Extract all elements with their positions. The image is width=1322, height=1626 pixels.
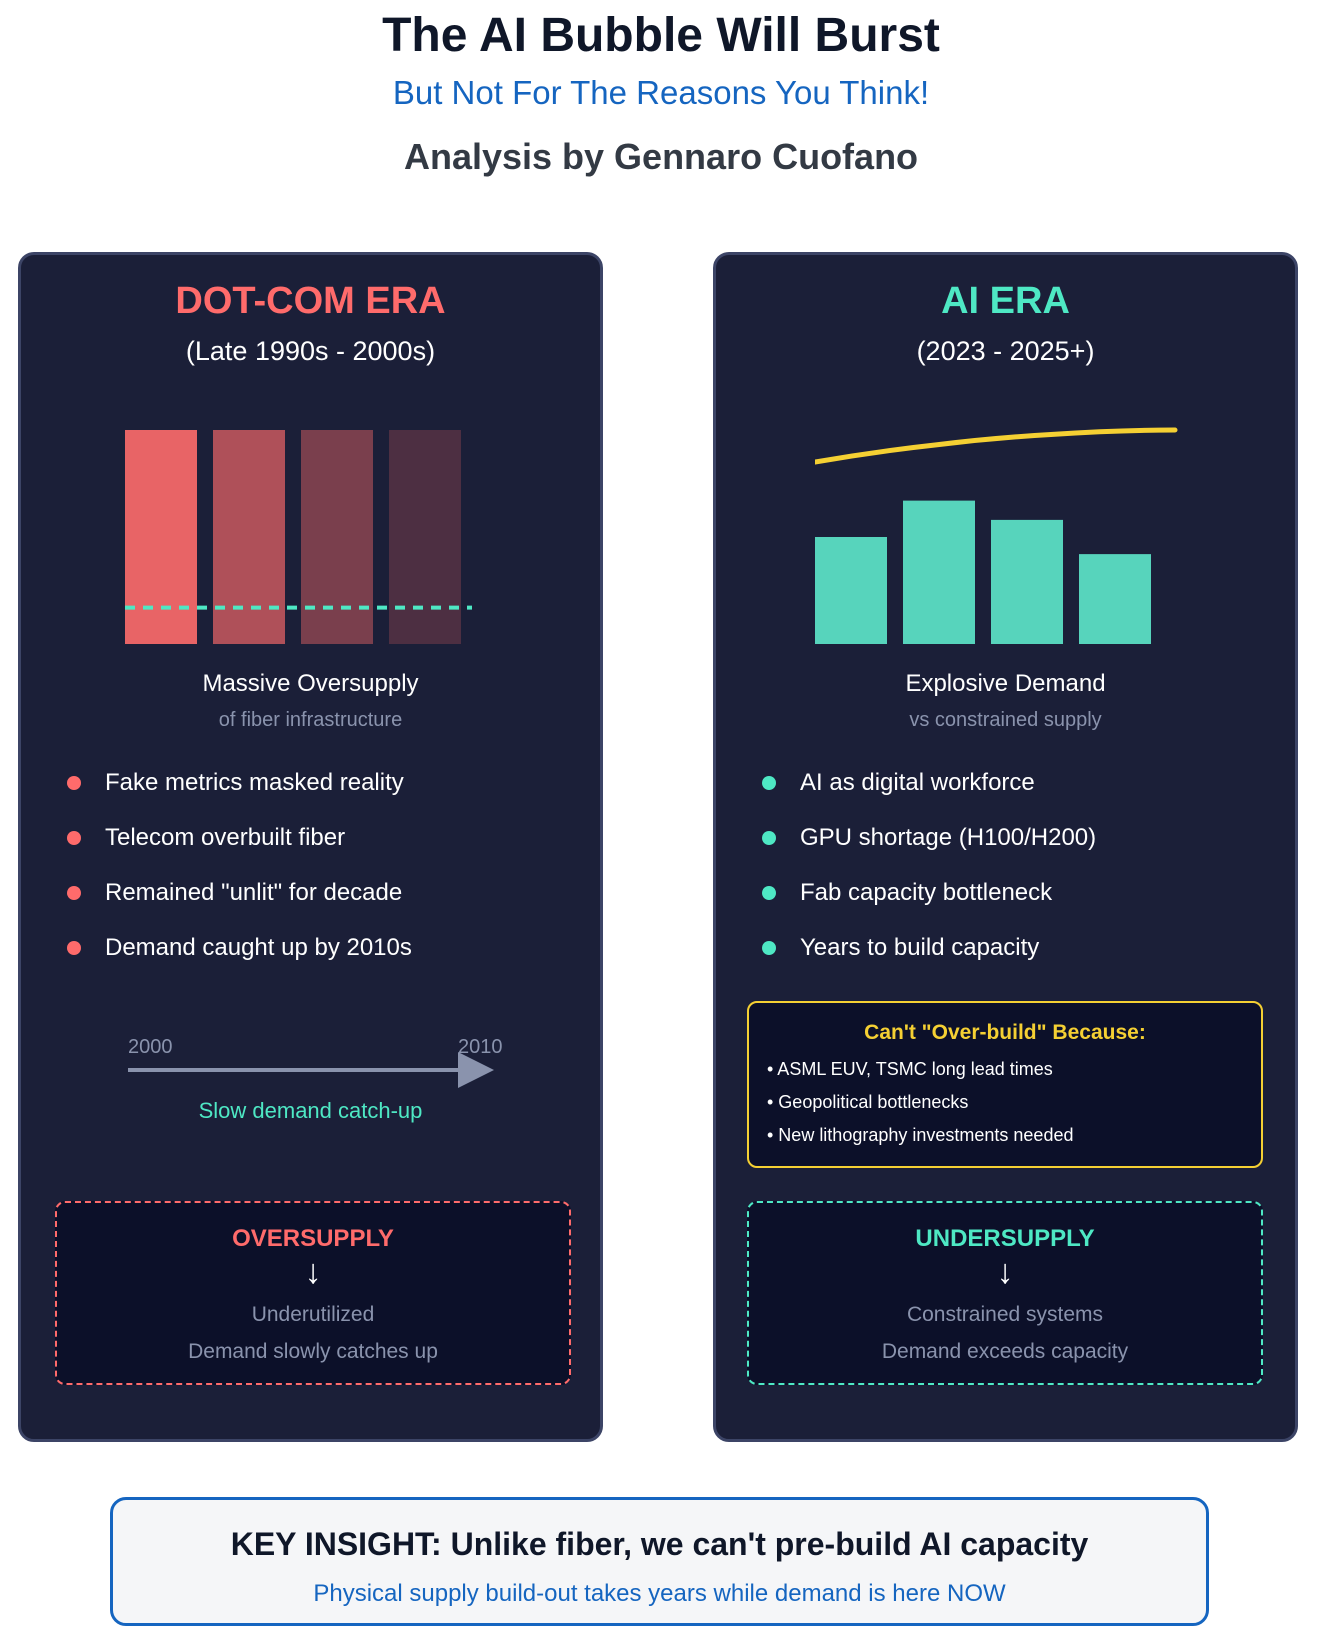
bullet-dot-icon xyxy=(67,776,81,790)
oversupply-box: OVERSUPPLY ↓ Underutilized Demand slowly… xyxy=(55,1201,571,1385)
bullet-text: Telecom overbuilt fiber xyxy=(105,824,346,851)
constraint-item: • Geopolitical bottlenecks xyxy=(767,1092,969,1112)
capacity-bar xyxy=(815,537,887,644)
capacity-bar xyxy=(1079,554,1151,644)
dotcom-caption-sub: of fiber infrastructure xyxy=(218,709,403,731)
dotcom-supply-chart xyxy=(125,430,472,644)
bullet-text: Demand caught up by 2010s xyxy=(105,934,412,961)
author-line: Analysis by Gennaro Cuofano xyxy=(403,136,919,177)
bullet-dot-icon xyxy=(762,941,776,955)
bullet-text: GPU shortage (H100/H200) xyxy=(800,824,1097,851)
ai-years: (2023 - 2025+) xyxy=(916,336,1095,366)
bullet-dot-icon xyxy=(67,941,81,955)
capacity-bar xyxy=(991,519,1063,644)
list-item: GPU shortage (H100/H200) xyxy=(762,823,1096,878)
timeline-caption: Slow demand catch-up xyxy=(198,1098,423,1123)
undersupply-line-2: Demand exceeds capacity xyxy=(881,1340,1129,1363)
ai-caption-sub: vs constrained supply xyxy=(909,709,1102,731)
dotcom-caption: Massive Oversupply xyxy=(202,670,419,697)
list-item: Remained "unlit" for decade xyxy=(67,878,412,933)
oversupply-line-2: Demand slowly catches up xyxy=(188,1340,438,1363)
oversupply-title: OVERSUPPLY xyxy=(232,1225,394,1252)
capacity-bar xyxy=(903,500,975,644)
undersupply-title: UNDERSUPPLY xyxy=(915,1225,1095,1252)
supply-bar xyxy=(389,430,461,644)
constraint-title: Can't "Over-build" Because: xyxy=(864,1021,1146,1044)
ai-demand-chart xyxy=(815,427,1178,644)
bullet-text: Fab capacity bottleneck xyxy=(800,879,1053,906)
bullet-dot-icon xyxy=(67,886,81,900)
undersupply-box: UNDERSUPPLY ↓ Constrained systems Demand… xyxy=(747,1201,1263,1385)
dotcom-bullet-list: Fake metrics masked reality Telecom over… xyxy=(67,768,412,988)
list-item: Fake metrics masked reality xyxy=(67,768,412,823)
supply-bar xyxy=(125,430,197,644)
supply-bar xyxy=(301,430,373,644)
bullet-dot-icon xyxy=(67,831,81,845)
list-item: Years to build capacity xyxy=(762,933,1096,988)
timeline-arrow-icon xyxy=(128,1052,494,1088)
timeline-end-label: 2010 xyxy=(458,1036,503,1058)
ai-caption: Explosive Demand xyxy=(905,670,1106,697)
key-insight-box: KEY INSIGHT: Unlike fiber, we can't pre-… xyxy=(110,1497,1209,1626)
list-item: Demand caught up by 2010s xyxy=(67,933,412,988)
bullet-text: Remained "unlit" for decade xyxy=(105,879,403,906)
bullet-dot-icon xyxy=(762,886,776,900)
undersupply-line-1: Constrained systems xyxy=(906,1303,1104,1326)
demand-curve-line xyxy=(815,427,1178,465)
down-arrow-icon: ↓ xyxy=(996,1253,1014,1291)
constraint-box: Can't "Over-build" Because: • ASML EUV, … xyxy=(747,1001,1263,1168)
bullet-text: Years to build capacity xyxy=(800,934,1040,961)
dotcom-years: (Late 1990s - 2000s) xyxy=(185,336,436,366)
constraint-item: • New lithography investments needed xyxy=(767,1125,1074,1145)
bullet-text: AI as digital workforce xyxy=(800,769,1035,796)
bullet-dot-icon xyxy=(762,776,776,790)
dotcom-title: DOT-COM ERA xyxy=(175,280,446,322)
list-item: AI as digital workforce xyxy=(762,768,1096,823)
oversupply-line-1: Underutilized xyxy=(251,1303,375,1326)
supply-bar xyxy=(213,430,285,644)
bullet-text: Fake metrics masked reality xyxy=(105,769,404,796)
constraint-item: • ASML EUV, TSMC long lead times xyxy=(767,1059,1053,1079)
key-insight-subtitle: Physical supply build-out takes years wh… xyxy=(313,1580,1006,1607)
page-subtitle: But Not For The Reasons You Think! xyxy=(392,74,930,111)
timeline-start-label: 2000 xyxy=(128,1036,173,1058)
list-item: Telecom overbuilt fiber xyxy=(67,823,412,878)
list-item: Fab capacity bottleneck xyxy=(762,878,1096,933)
ai-bullet-list: AI as digital workforce GPU shortage (H1… xyxy=(762,768,1096,988)
bullet-dot-icon xyxy=(762,831,776,845)
page-title: The AI Bubble Will Burst xyxy=(382,9,940,62)
down-arrow-icon: ↓ xyxy=(304,1253,322,1291)
key-insight-title: KEY INSIGHT: Unlike fiber, we can't pre-… xyxy=(230,1526,1089,1562)
ai-title: AI ERA xyxy=(941,280,1070,322)
